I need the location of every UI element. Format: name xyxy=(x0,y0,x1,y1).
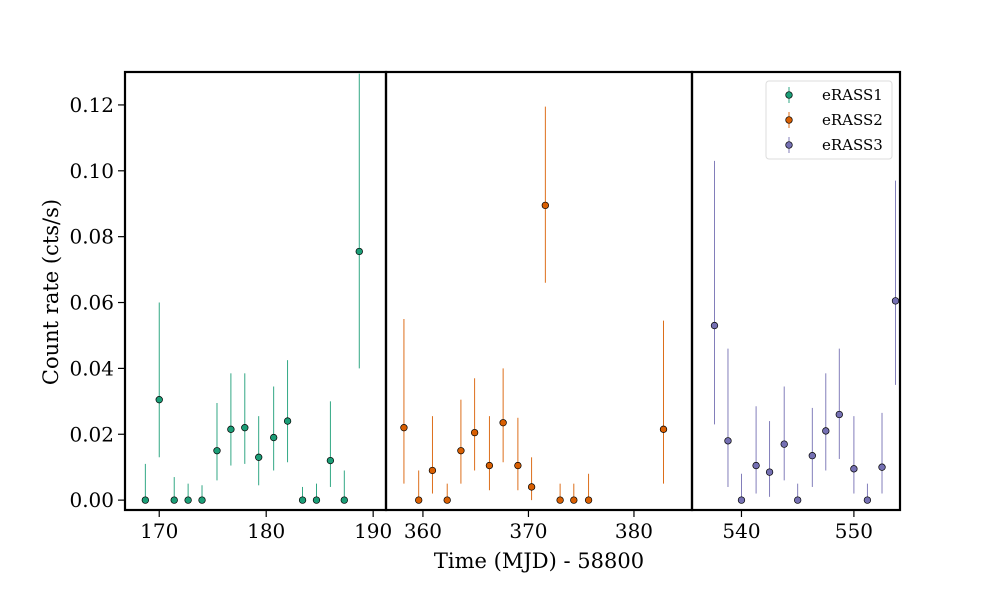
y-tick-label: 0.02 xyxy=(69,422,114,446)
data-point xyxy=(355,247,363,256)
panel-frame-3 xyxy=(690,70,902,512)
data-point xyxy=(326,456,335,465)
data-point xyxy=(752,461,760,470)
legend-label: eRASS1 xyxy=(822,86,883,104)
data-point xyxy=(485,461,494,470)
data-point xyxy=(822,427,830,435)
x-tick-label: 190 xyxy=(354,519,392,543)
panel-2: 360 370 380 xyxy=(404,510,653,543)
legend-label: eRASS3 xyxy=(822,136,883,154)
y-tick-label: 0.00 xyxy=(69,488,114,512)
x-tick-label: 370 xyxy=(509,519,547,543)
data-point xyxy=(213,447,221,455)
data-point xyxy=(457,447,465,455)
legend-marker xyxy=(785,141,793,149)
data-point xyxy=(283,417,292,425)
data-point xyxy=(470,428,479,437)
data-point xyxy=(400,424,408,432)
data-point xyxy=(527,483,536,491)
data-point xyxy=(499,419,507,427)
legend-marker xyxy=(785,116,793,124)
panel-frame-1 xyxy=(123,70,388,512)
data-point xyxy=(878,463,886,471)
panel-frame-2 xyxy=(384,70,694,512)
data-point xyxy=(141,496,149,504)
legend: eRASS1 eRASS2 eRASS3 xyxy=(765,80,893,160)
data-point xyxy=(155,396,163,404)
data-point xyxy=(584,496,593,504)
data-point xyxy=(184,496,192,504)
data-point xyxy=(863,496,872,504)
x-axis-label: Time (MJD) - 58800 xyxy=(434,549,644,573)
data-point xyxy=(198,496,206,504)
x-tick-label: 170 xyxy=(140,519,178,543)
data-point xyxy=(570,496,578,504)
x-tick-label: 180 xyxy=(247,519,285,543)
panel-1: 170 180 190 xyxy=(140,510,392,543)
data-point xyxy=(541,201,549,210)
data-point xyxy=(443,496,451,504)
x-tick-label: 360 xyxy=(404,519,442,543)
x-tick-label: 540 xyxy=(722,519,760,543)
legend-box xyxy=(765,80,893,160)
series-eRASS1 xyxy=(141,73,363,504)
data-point xyxy=(710,321,719,330)
data-point xyxy=(428,466,437,475)
data-point xyxy=(556,496,564,504)
data-point xyxy=(227,425,235,433)
x-tick-label: 380 xyxy=(615,519,653,543)
legend-label: eRASS2 xyxy=(822,111,883,129)
y-tick-label: 0.12 xyxy=(69,93,114,117)
data-point xyxy=(737,496,746,504)
data-point xyxy=(835,410,843,419)
data-point xyxy=(340,496,348,504)
y-tick-label: 0.08 xyxy=(69,225,114,249)
data-point xyxy=(170,496,178,504)
data-point xyxy=(312,496,321,504)
y-axis: 0.00 0.02 0.04 0.06 0.08 0.10 0.12 xyxy=(69,93,125,512)
data-point xyxy=(765,468,774,476)
x-tick-label: 550 xyxy=(835,519,873,543)
data-point xyxy=(415,496,423,504)
data-point xyxy=(298,496,307,504)
data-point xyxy=(808,452,816,460)
data-point xyxy=(241,424,249,432)
legend-marker xyxy=(785,91,793,99)
series-eRASS3 xyxy=(710,160,900,504)
y-tick-label: 0.06 xyxy=(69,291,114,315)
series-eRASS2 xyxy=(400,106,668,504)
y-tick-label: 0.04 xyxy=(69,356,114,380)
panel-3: 540 550 xyxy=(722,510,873,543)
panels-group: 170 180 190 360 370 380 540 550 xyxy=(123,70,902,543)
y-axis-label: Count rate (cts/s) xyxy=(39,199,63,385)
data-point xyxy=(270,433,278,442)
data-point xyxy=(724,437,732,445)
data-point xyxy=(794,496,802,504)
data-point xyxy=(891,297,900,305)
y-tick-label: 0.10 xyxy=(69,159,114,183)
data-point xyxy=(255,453,263,461)
data-point xyxy=(780,440,788,448)
data-point xyxy=(514,461,522,470)
data-point xyxy=(850,465,858,473)
data-point xyxy=(659,425,668,433)
